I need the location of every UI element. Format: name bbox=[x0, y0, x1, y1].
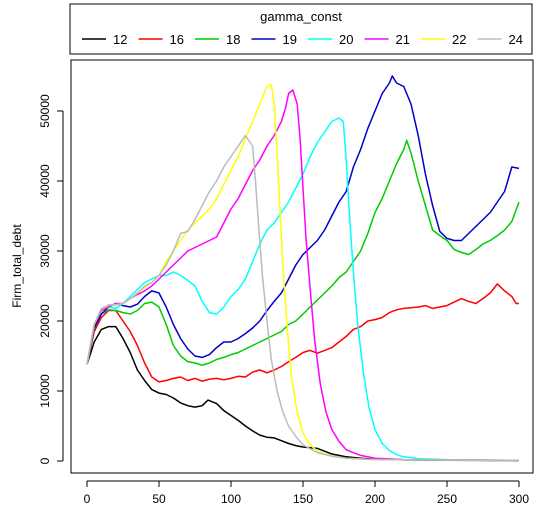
legend-label-12: 12 bbox=[113, 32, 127, 47]
x-tick-label: 250 bbox=[437, 492, 457, 506]
x-tick-label: 0 bbox=[84, 492, 91, 506]
legend-label-16: 16 bbox=[170, 32, 184, 47]
x-tick-label: 200 bbox=[365, 492, 385, 506]
y-axis-title: Firm_total_debt bbox=[10, 224, 24, 308]
legend-label-18: 18 bbox=[226, 32, 240, 47]
y-tick-label: 30000 bbox=[38, 234, 52, 268]
y-tick-label: 50000 bbox=[38, 94, 52, 128]
x-axis: 0 50 100 150 200 250 300 bbox=[84, 480, 529, 506]
legend-label-19: 19 bbox=[283, 32, 297, 47]
legend-box bbox=[69, 3, 533, 55]
y-tick-label: 0 bbox=[38, 457, 52, 464]
legend-label-24: 24 bbox=[509, 32, 523, 47]
series-layer bbox=[86, 75, 520, 462]
x-tick-label: 300 bbox=[509, 492, 529, 506]
legend-title: gamma_const bbox=[260, 9, 342, 24]
series-line-18 bbox=[86, 139, 520, 366]
series-line-20 bbox=[86, 117, 520, 462]
legend-label-22: 22 bbox=[452, 32, 466, 47]
series-line-19 bbox=[86, 75, 520, 365]
legend-label-21: 21 bbox=[396, 32, 410, 47]
series-line-12 bbox=[86, 325, 520, 462]
y-tick-label: 40000 bbox=[38, 164, 52, 198]
x-tick-label: 100 bbox=[221, 492, 241, 506]
legend-label-20: 20 bbox=[339, 32, 353, 47]
plot-frame bbox=[70, 59, 534, 474]
y-axis: 0 10000 20000 30000 40000 50000 bbox=[38, 94, 64, 464]
x-tick-label: 150 bbox=[293, 492, 313, 506]
y-tick-label: 10000 bbox=[38, 374, 52, 408]
y-tick-label: 20000 bbox=[38, 304, 52, 338]
x-tick-label: 50 bbox=[152, 492, 166, 506]
series-line-22 bbox=[86, 83, 520, 462]
legend: gamma_const 12 16 18 19 20 21 22 24 bbox=[69, 3, 533, 55]
series-line-24 bbox=[86, 134, 520, 462]
series-line-21 bbox=[86, 89, 520, 462]
series-line-16 bbox=[86, 283, 519, 383]
legend-items: 12 16 18 19 20 21 22 24 bbox=[82, 32, 523, 47]
